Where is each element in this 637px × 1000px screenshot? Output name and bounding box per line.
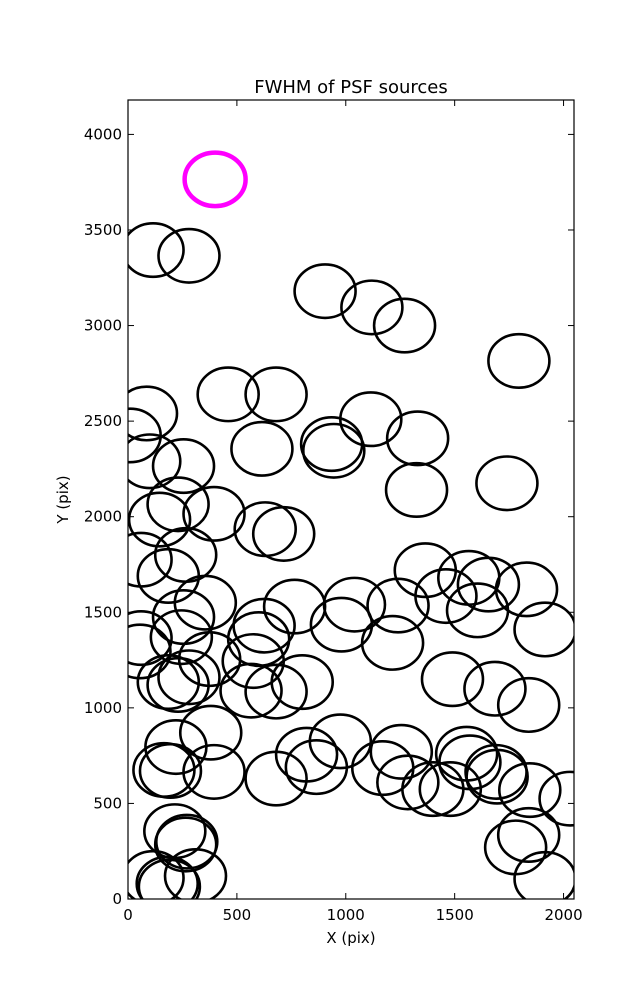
psf-source-marker [128, 221, 185, 279]
psf-source-marker [128, 610, 173, 667]
psf-source-marker [372, 297, 437, 354]
plot-frame [127, 99, 575, 900]
psf-source-marker [153, 816, 218, 873]
chart-title: FWHM of PSF sources [254, 77, 448, 98]
x-tick-label: 500 [223, 906, 252, 924]
psf-source-marker [339, 391, 403, 448]
psf-source-marker [369, 723, 434, 780]
psf-source-marker [340, 279, 404, 336]
y-tick-label: 1500 [84, 603, 122, 621]
psf-source-marker [128, 623, 172, 680]
x-tick-label: 0 [123, 906, 133, 924]
x-tick-label: 1000 [327, 906, 365, 924]
y-tick-label: 0 [112, 890, 122, 908]
axes: 0 500 1000 1500 2000 0 500 1000 1500 2000 2500 3000… [84, 99, 583, 924]
x-tick-label: 2000 [544, 906, 582, 924]
y-tick-label: 3500 [84, 221, 122, 239]
x-axis-title: X (pix) [326, 929, 375, 947]
psf-source-marker [251, 505, 316, 562]
psf-source-marker [151, 437, 216, 495]
psf-source-marker [513, 850, 574, 899]
y-tick-label: 2000 [84, 508, 122, 526]
psf-source-marker [487, 332, 551, 389]
psf-source-marker [149, 609, 214, 666]
psf-source-marker [463, 660, 527, 717]
psf-source-marker [414, 567, 478, 625]
psf-source-marker [496, 676, 561, 734]
psf-source-marker [401, 761, 465, 818]
psf-source-marker [138, 742, 203, 799]
psf-source-marker [538, 770, 574, 827]
psf-source-marker [376, 754, 440, 811]
psf-source-marker [137, 858, 202, 899]
psf-source-marker [146, 476, 210, 533]
psf-source-marker [157, 227, 221, 284]
psf-source-marker [322, 576, 387, 633]
plot-area [128, 150, 574, 899]
psf-source-marker [366, 577, 430, 634]
psf-source-marker [418, 761, 483, 818]
psf-source-marker [465, 748, 529, 805]
y-tick-label: 2500 [84, 412, 122, 430]
psf-source-marker [182, 485, 246, 542]
psf-source-marker [475, 455, 539, 512]
y-tick-label: 3000 [84, 317, 122, 335]
psf-source-marker [302, 422, 366, 479]
psf-source-marker [360, 614, 425, 671]
psf-source-marker [233, 501, 297, 558]
psf-source-marker [136, 653, 201, 711]
psf-source-marker [135, 855, 199, 899]
psf-source-marker [182, 743, 246, 800]
psf-source-marker [128, 849, 185, 899]
psf-source-marker [230, 420, 294, 477]
psf-source-marker [178, 704, 243, 761]
psf-source-marker [270, 653, 335, 711]
psf-source-marker [483, 819, 548, 876]
psf-source-marker [219, 662, 283, 719]
x-tick-label: 1500 [436, 906, 474, 924]
psf-source-marker [146, 656, 210, 713]
psf-source-marker [244, 663, 308, 720]
psf-source-marker [293, 263, 357, 320]
y-tick-label: 1000 [84, 699, 122, 717]
psf-source-marker [132, 741, 196, 799]
psf-source-marker [456, 556, 521, 613]
psf-source-marker [420, 651, 485, 708]
psf-source-marker [128, 491, 192, 548]
psf-source-marker [384, 461, 449, 519]
psf-source-marker [385, 410, 450, 467]
psf-source-marker [498, 761, 562, 819]
psf-source-marker [196, 366, 260, 423]
highlight-source-marker [182, 150, 248, 209]
psf-source-marker [173, 574, 238, 631]
y-tick-label: 4000 [84, 125, 122, 143]
psf-source-marker [513, 601, 574, 658]
psf-source-marker [244, 366, 308, 423]
psf-source-marker [163, 848, 228, 899]
psf-source-marker [128, 433, 182, 490]
psf-source-marker [244, 750, 308, 807]
psf-source-marker [128, 385, 179, 442]
y-tick-label: 500 [93, 794, 122, 812]
psf-source-marker [284, 739, 349, 796]
psf-source-marker [496, 806, 561, 864]
psf-source-marker [157, 649, 221, 706]
y-axis-title: Y (pix) [54, 475, 72, 524]
psf-source-marker [445, 582, 510, 639]
